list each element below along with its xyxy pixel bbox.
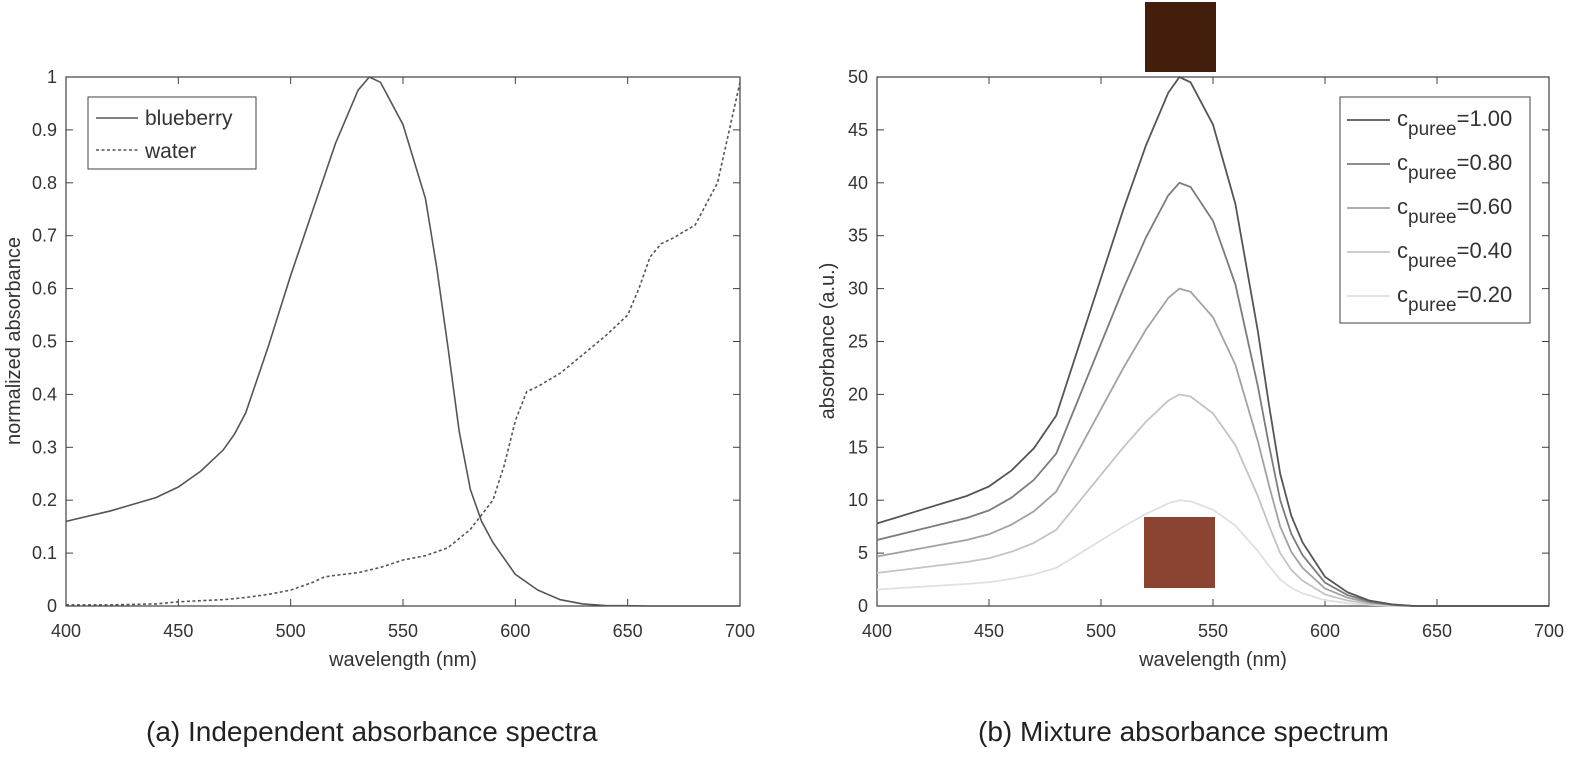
chart-b-ytick-label: 50 (848, 67, 868, 87)
caption-b: (b) Mixture absorbance spectrum (978, 716, 1389, 747)
chart-a-ytick-label: 0.1 (32, 543, 57, 563)
chart-b-ytick-label: 45 (848, 120, 868, 140)
chart-a-legend-box (87, 96, 257, 170)
chart-a-ytick-label: 0.8 (32, 173, 57, 193)
swatch-low-concentration (1144, 517, 1215, 588)
chart-b-legend-label: cpuree=1.00 (1397, 106, 1512, 140)
chart-a-ytick-label: 0.5 (32, 332, 57, 352)
caption-a: (a) Independent absorbance spectra (146, 716, 598, 747)
chart-b-ticks: 400 450 500 550 600 650 700 0 5 10 15 20 25 30 35 40 45 5… (848, 67, 1564, 641)
chart-a-ytick-label: 0 (47, 596, 57, 616)
chart-a: 400 450 500 550 600 650 700 0 0.1 0.2 0.3 0.4 0.5 0.6… (3, 67, 755, 671)
chart-a-xtick-label: 400 (51, 621, 81, 641)
chart-b-xtick-label: 400 (862, 621, 892, 641)
chart-b-ytick-label: 35 (848, 226, 868, 246)
chart-b-xtick-label: 550 (1198, 621, 1228, 641)
chart-a-ytick-label: 0.6 (32, 279, 57, 299)
chart-b-legend: cpuree=1.00 cpuree=0.80 cpuree=0.60 cpuree=… (1339, 96, 1531, 324)
chart-b-ytick-label: 5 (858, 543, 868, 563)
chart-a-ytick-label: 1 (47, 67, 57, 87)
chart-b: 400 450 500 550 600 650 700 0 5 10 15 20 25 30 35 40 45 5… (817, 2, 1564, 671)
chart-a-xtick-label: 550 (388, 621, 418, 641)
chart-a-series-blueberry (65, 76, 740, 607)
chart-b-ytick-label: 40 (848, 173, 868, 193)
chart-a-xtick-label: 500 (276, 621, 306, 641)
chart-b-legend-label: cpuree=0.20 (1397, 282, 1512, 316)
chart-a-ytick-label: 0.9 (32, 120, 57, 140)
chart-a-ytick-label: 0.4 (32, 384, 57, 404)
chart-b-xtick-label: 450 (974, 621, 1004, 641)
swatch-high-concentration (1145, 2, 1216, 72)
chart-b-xtick-label: 600 (1310, 621, 1340, 641)
chart-a-xtick-label: 700 (725, 621, 755, 641)
chart-b-ytick-label: 25 (848, 332, 868, 352)
chart-b-xtick-label: 700 (1534, 621, 1564, 641)
chart-b-xtick-label: 650 (1422, 621, 1452, 641)
chart-b-ytick-label: 15 (848, 437, 868, 457)
chart-b-ytick-label: 30 (848, 279, 868, 299)
chart-b-ylabel: absorbance (a.u.) (817, 263, 839, 420)
chart-b-ytick-label: 20 (848, 384, 868, 404)
chart-a-series-water (66, 82, 741, 606)
chart-a-xtick-label: 650 (613, 621, 643, 641)
chart-a-ylabel: normalized absorbance (3, 237, 25, 445)
chart-b-legend-label: cpuree=0.80 (1397, 150, 1512, 184)
chart-b-legend-box (1339, 96, 1531, 324)
chart-a-lines (65, 76, 741, 607)
chart-a-legend-label-blueberry: blueberry (145, 107, 233, 130)
chart-a-legend: blueberry water (87, 96, 257, 170)
chart-a-xlabel: wavelength (nm) (328, 649, 477, 671)
chart-a-ytick-label: 0.7 (32, 226, 57, 246)
chart-b-legend-label: cpuree=0.40 (1397, 238, 1512, 272)
chart-b-ytick-label: 0 (858, 596, 868, 616)
chart-a-xtick-label: 600 (500, 621, 530, 641)
chart-a-xtick-label: 450 (163, 621, 193, 641)
chart-b-series-line (876, 75, 1549, 607)
chart-b-lines (876, 75, 1549, 607)
chart-a-ytick-label: 0.2 (32, 490, 57, 510)
chart-b-ytick-label: 10 (848, 490, 868, 510)
chart-b-legend-label: cpuree=0.60 (1397, 194, 1512, 228)
chart-a-legend-label-water: water (144, 140, 196, 163)
chart-a-ticks: 400 450 500 550 600 650 700 0 0.1 0.2 0.3 0.4 0.5 0.6… (32, 67, 755, 641)
chart-a-ytick-label: 0.3 (32, 437, 57, 457)
chart-b-xtick-label: 500 (1086, 621, 1116, 641)
chart-b-xlabel: wavelength (nm) (1138, 649, 1287, 671)
